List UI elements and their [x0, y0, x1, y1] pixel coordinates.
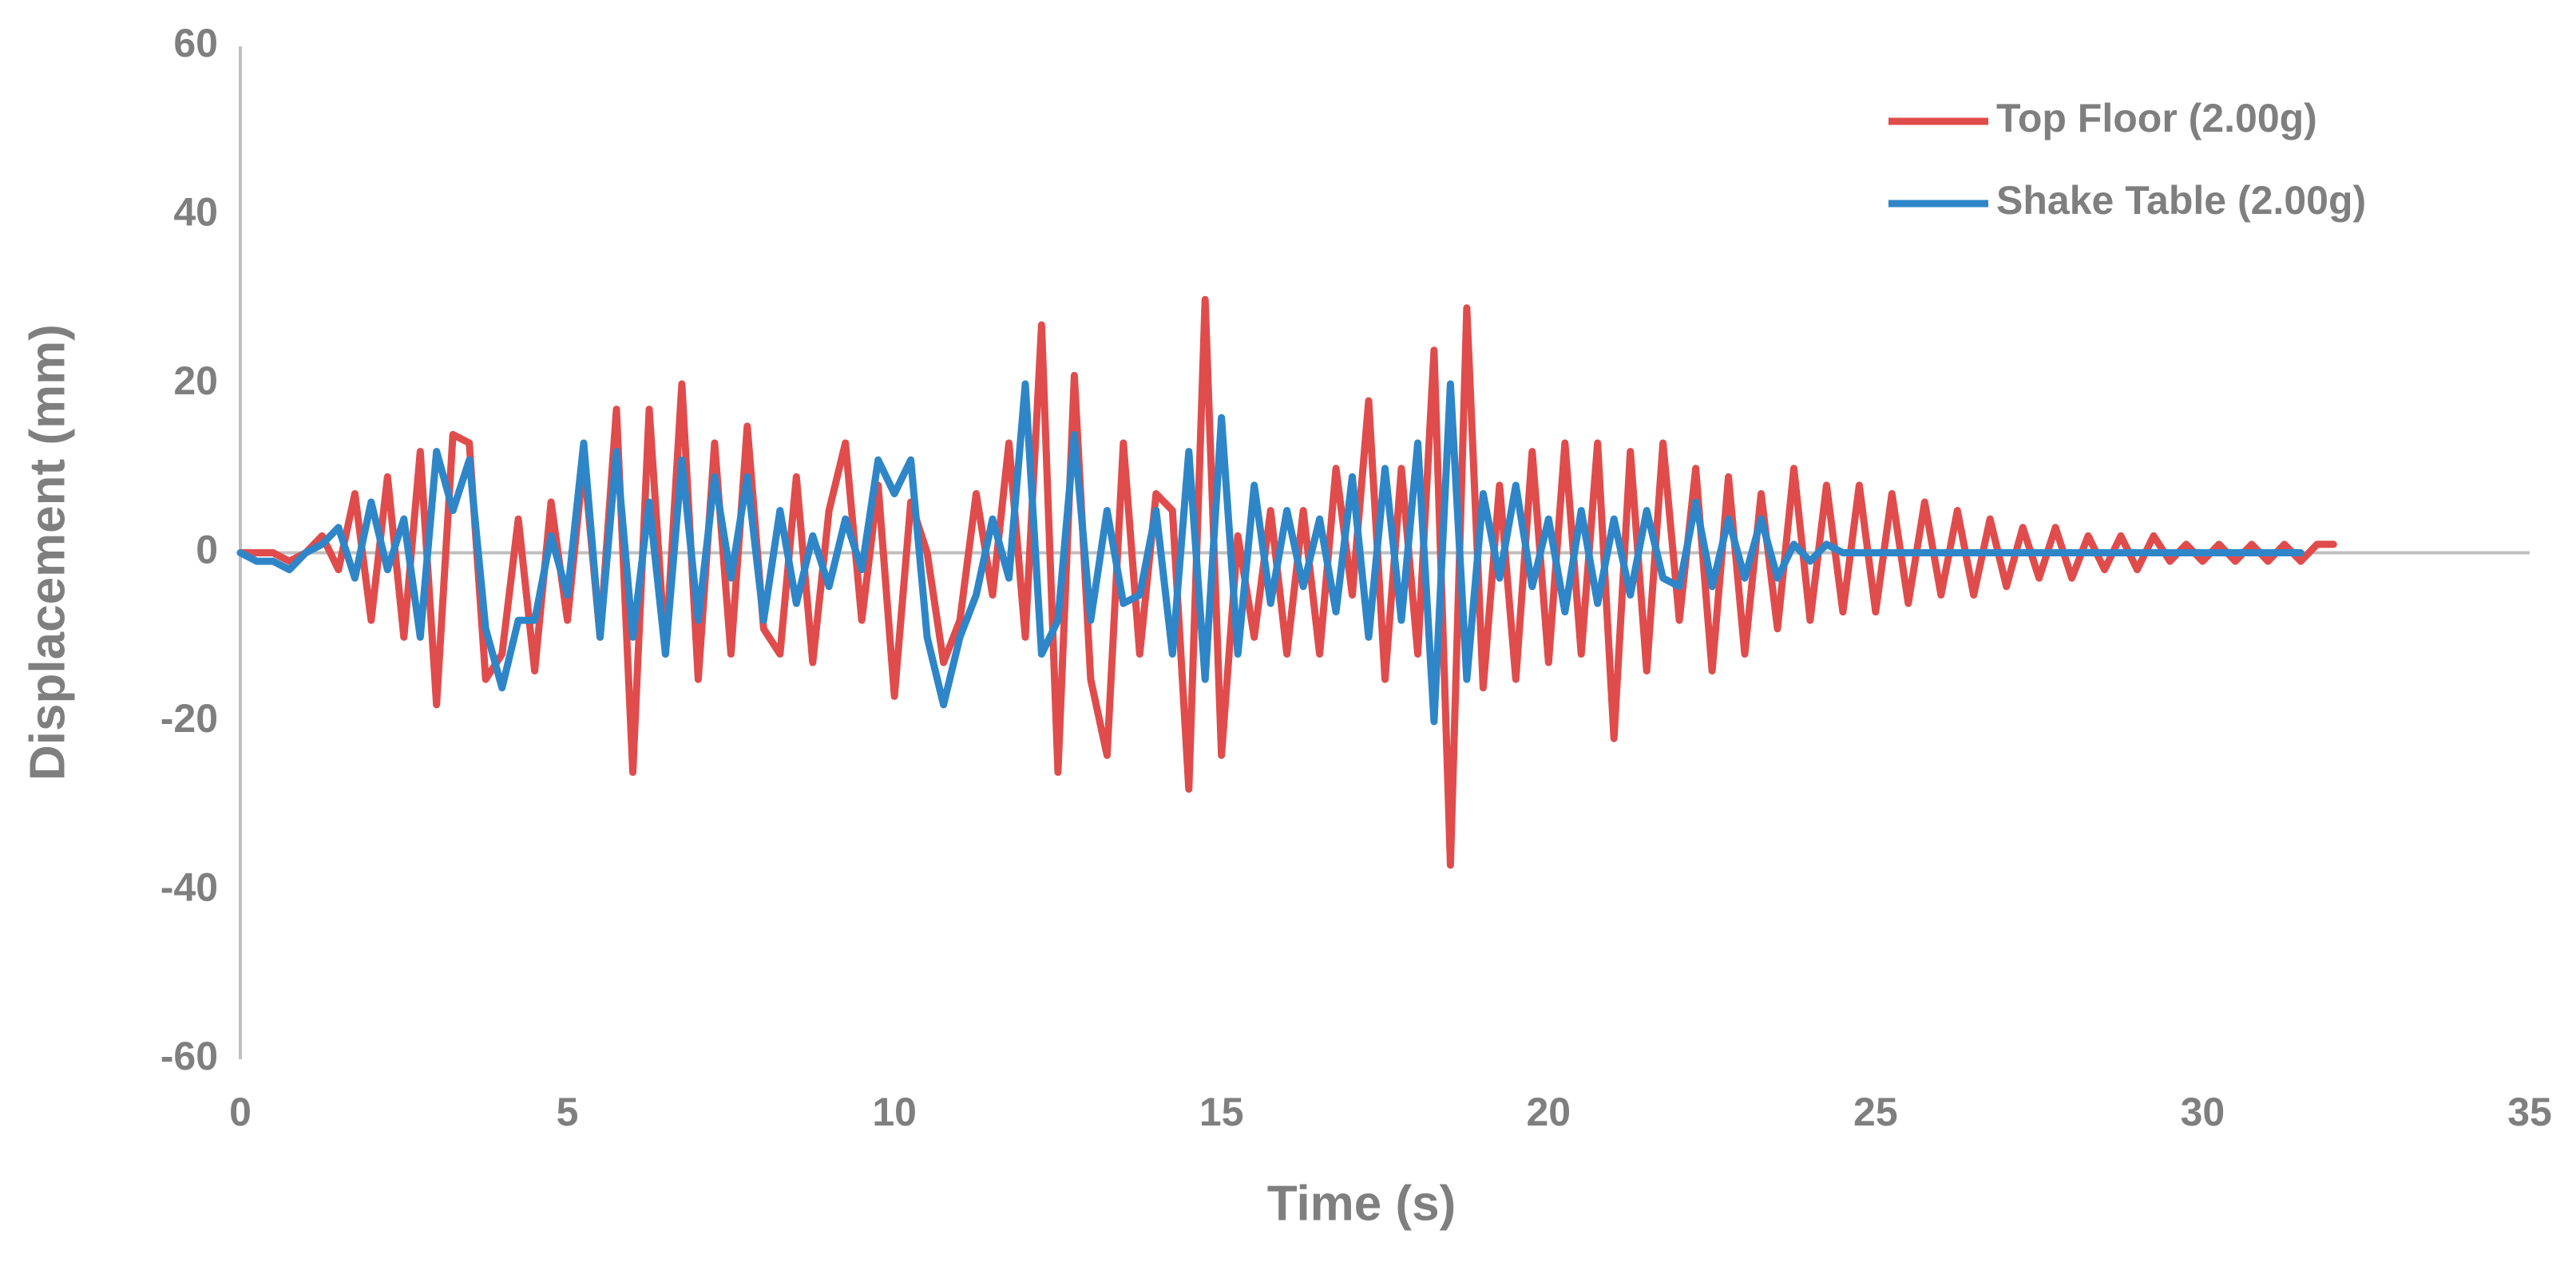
- x-tick-label: 0: [229, 1090, 252, 1134]
- y-tick-label: 0: [196, 528, 218, 572]
- x-tick-label: 15: [1199, 1090, 1244, 1134]
- x-tick-label: 10: [872, 1090, 917, 1134]
- x-tick-label: 35: [2507, 1090, 2552, 1134]
- y-tick-label: -60: [161, 1034, 218, 1078]
- legend-label: Shake Table (2.00g): [1996, 178, 2366, 223]
- y-axis-title: Displacement (mm): [20, 324, 75, 781]
- x-axis-title: Time (s): [1267, 1176, 1456, 1231]
- x-tick-label: 5: [557, 1090, 579, 1134]
- data-line: [236, 380, 2305, 726]
- x-tick-label: 25: [1853, 1090, 1898, 1134]
- y-tick-label: 60: [173, 21, 218, 65]
- data-line: [236, 295, 2337, 869]
- x-tick-label: 30: [2181, 1090, 2225, 1134]
- y-tick-label: 20: [173, 358, 218, 403]
- y-tick-label: -20: [161, 696, 218, 741]
- x-tick-label: 20: [1526, 1090, 1571, 1134]
- y-tick-label: 40: [173, 190, 218, 235]
- legend-label: Top Floor (2.00g): [1996, 96, 2317, 140]
- y-tick-label: -40: [161, 865, 218, 910]
